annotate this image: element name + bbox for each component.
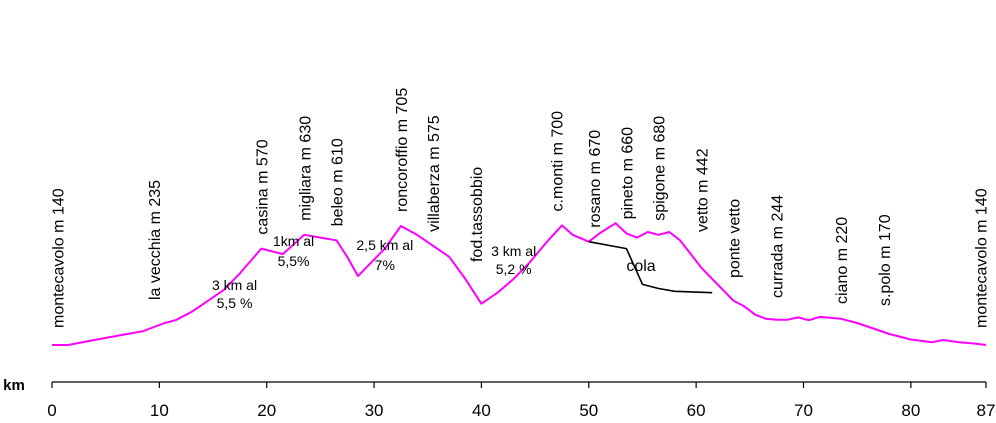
x-tick-label: 0	[47, 401, 56, 420]
x-tick-label: 70	[794, 401, 813, 420]
x-tick-label: 87	[977, 401, 996, 420]
place-label: pineto m 660	[619, 127, 636, 220]
profile-lines	[52, 222, 987, 346]
x-tick-label: 30	[365, 401, 384, 420]
place-label: rosano m 670	[587, 130, 604, 228]
x-tick-label: 80	[901, 401, 920, 420]
series-label-cola: cola	[626, 258, 655, 275]
x-tick-label: 10	[150, 401, 169, 420]
gradient-note-line: 3 km al	[212, 277, 257, 293]
x-axis: 0 10 20 30 40 50 60 70 80 87 km	[3, 377, 995, 420]
place-label: la vecchia m 235	[147, 180, 164, 300]
place-label: migliara m 630	[297, 116, 314, 221]
profile-line	[52, 222, 987, 346]
place-label: montecavolo m 140	[974, 188, 991, 328]
place-label: roncoroffio m 705	[394, 88, 411, 212]
place-label: casina m 570	[254, 139, 271, 234]
place-label: currada m 244	[770, 195, 787, 298]
x-axis-unit-label: km	[3, 377, 25, 394]
gradient-note-line: 5,2 %	[496, 261, 532, 277]
place-label: ciano m 220	[834, 217, 851, 304]
place-label: spigone m 680	[652, 116, 669, 221]
x-tick-label: 60	[687, 401, 706, 420]
gradient-notes: 3 km al 5,5 % 1km al 5,5% 2,5 km al 7% 3 km al…	[212, 233, 656, 311]
gradient-note-line: 5,5 %	[217, 295, 253, 311]
gradient-note-line: 7%	[375, 257, 395, 273]
place-label: montecavolo m 140	[50, 188, 67, 328]
variant-line-cola	[588, 240, 713, 294]
place-label: beleo m 610	[329, 138, 346, 226]
place-label: c.monti m 700	[550, 111, 567, 212]
place-label: vetto m 442	[695, 148, 712, 232]
x-tick-label: 50	[579, 401, 598, 420]
gradient-note-line: 5,5%	[278, 253, 310, 269]
place-label: fod.tassobbio	[469, 167, 486, 262]
place-label: ponte vetto	[727, 199, 744, 278]
place-labels: montecavolo m 140 la vecchia m 235 casina …	[50, 88, 990, 328]
gradient-note-line: 2,5 km al	[356, 237, 413, 253]
x-tick-label: 40	[472, 401, 491, 420]
x-tick-label: 20	[257, 401, 276, 420]
gradient-note-line: 1km al	[273, 233, 314, 249]
place-label: s.polo m 170	[877, 214, 894, 306]
place-label: villaberza m 575	[426, 115, 443, 232]
gradient-note-line: 3 km al	[491, 243, 536, 259]
